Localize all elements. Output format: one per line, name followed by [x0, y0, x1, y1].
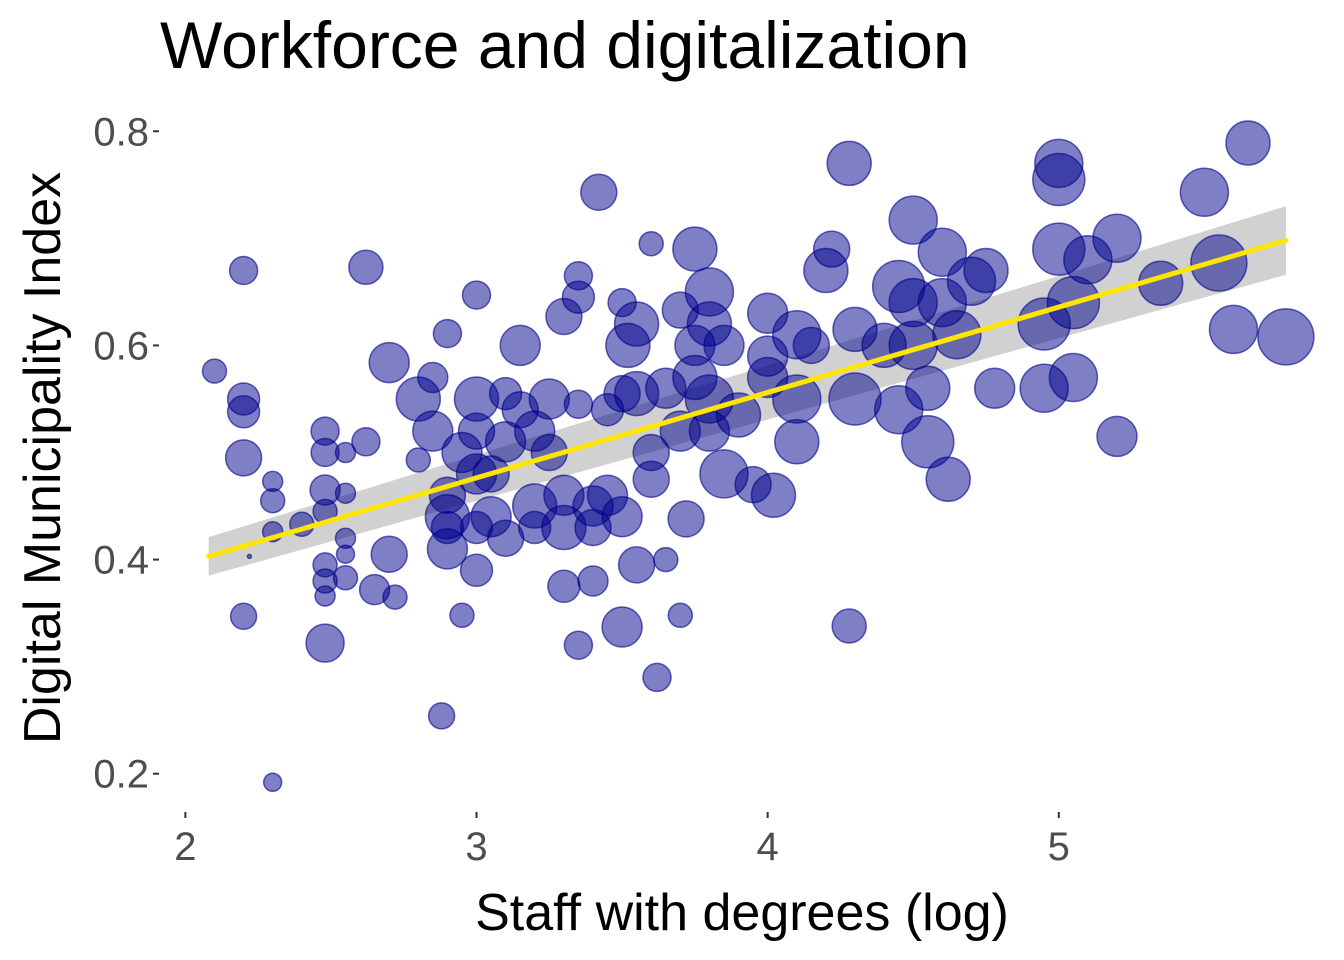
data-point [638, 230, 664, 257]
data-point [430, 510, 465, 545]
data-point [667, 602, 694, 629]
data-point [461, 280, 492, 310]
data-point [229, 602, 258, 631]
data-point [577, 565, 609, 597]
data-point [1048, 352, 1099, 403]
data-point [925, 456, 971, 503]
data-point [1257, 308, 1315, 366]
chart-title: Workforce and digitalization [160, 8, 970, 82]
data-point [642, 662, 672, 693]
data-point [1032, 152, 1086, 207]
data-point [334, 482, 357, 504]
y-tick-label: 0.2 [93, 753, 149, 797]
data-point [901, 415, 955, 469]
data-point [417, 361, 449, 394]
data-point [831, 608, 867, 644]
data-point [351, 427, 381, 457]
trend-line-layer [206, 237, 1289, 559]
data-point [412, 410, 454, 452]
data-point [792, 326, 831, 365]
data-point [305, 623, 345, 663]
data-point [672, 226, 718, 272]
points-layer [201, 120, 1315, 793]
data-point [828, 372, 882, 426]
x-axis-title: Staff with degrees (log) [475, 884, 1009, 942]
data-point [750, 472, 797, 519]
trend-line [206, 237, 1289, 559]
x-tick-label: 3 [465, 825, 487, 869]
y-axis: 0.2 0.4 0.6 0.8 [93, 110, 159, 797]
x-tick-label: 4 [757, 825, 779, 869]
data-point [226, 395, 261, 429]
data-point [601, 495, 643, 538]
data-point [1208, 304, 1259, 355]
data-point [561, 280, 596, 314]
data-point [224, 439, 263, 477]
x-axis: 2 3 4 5 [174, 812, 1070, 869]
data-point [812, 230, 851, 268]
y-tick-label: 0.6 [93, 324, 149, 368]
data-point [228, 255, 259, 286]
y-tick-label: 0.4 [93, 539, 149, 583]
data-point [335, 544, 356, 564]
data-point [963, 247, 1009, 294]
x-tick-label: 5 [1048, 825, 1070, 869]
data-point [332, 565, 359, 591]
data-point [1096, 415, 1138, 458]
data-point [499, 324, 541, 367]
data-point [973, 367, 1016, 410]
data-point [703, 324, 745, 367]
data-point [563, 389, 594, 420]
data-point [580, 173, 618, 212]
data-point [459, 553, 494, 588]
data-point [1190, 234, 1248, 292]
data-point [201, 358, 228, 384]
data-point [653, 546, 679, 573]
data-point [905, 365, 951, 412]
data-point [262, 772, 283, 793]
data-point [1225, 120, 1271, 166]
data-point [348, 249, 384, 286]
y-tick-label: 0.8 [93, 110, 149, 154]
data-point [601, 606, 643, 648]
y-axis-title: Digital Municipality Index [14, 172, 72, 744]
data-point [314, 585, 336, 607]
data-point [246, 553, 253, 560]
data-point [547, 569, 581, 604]
data-point [1179, 167, 1230, 218]
data-point [667, 500, 705, 538]
data-point [427, 702, 456, 730]
data-point [382, 584, 408, 610]
x-tick-label: 2 [174, 825, 196, 869]
data-point [432, 318, 463, 349]
data-point [632, 460, 670, 499]
data-point [370, 535, 408, 573]
data-point [528, 378, 571, 420]
data-point [259, 487, 286, 514]
data-point [1092, 213, 1142, 264]
data-point [334, 441, 357, 464]
data-point [563, 630, 594, 660]
data-point [449, 602, 475, 629]
data-point [368, 341, 410, 384]
data-point [613, 301, 660, 347]
data-point [405, 447, 432, 473]
data-point [826, 140, 872, 187]
data-point [617, 546, 656, 584]
data-point [774, 419, 820, 465]
data-point [888, 195, 938, 245]
